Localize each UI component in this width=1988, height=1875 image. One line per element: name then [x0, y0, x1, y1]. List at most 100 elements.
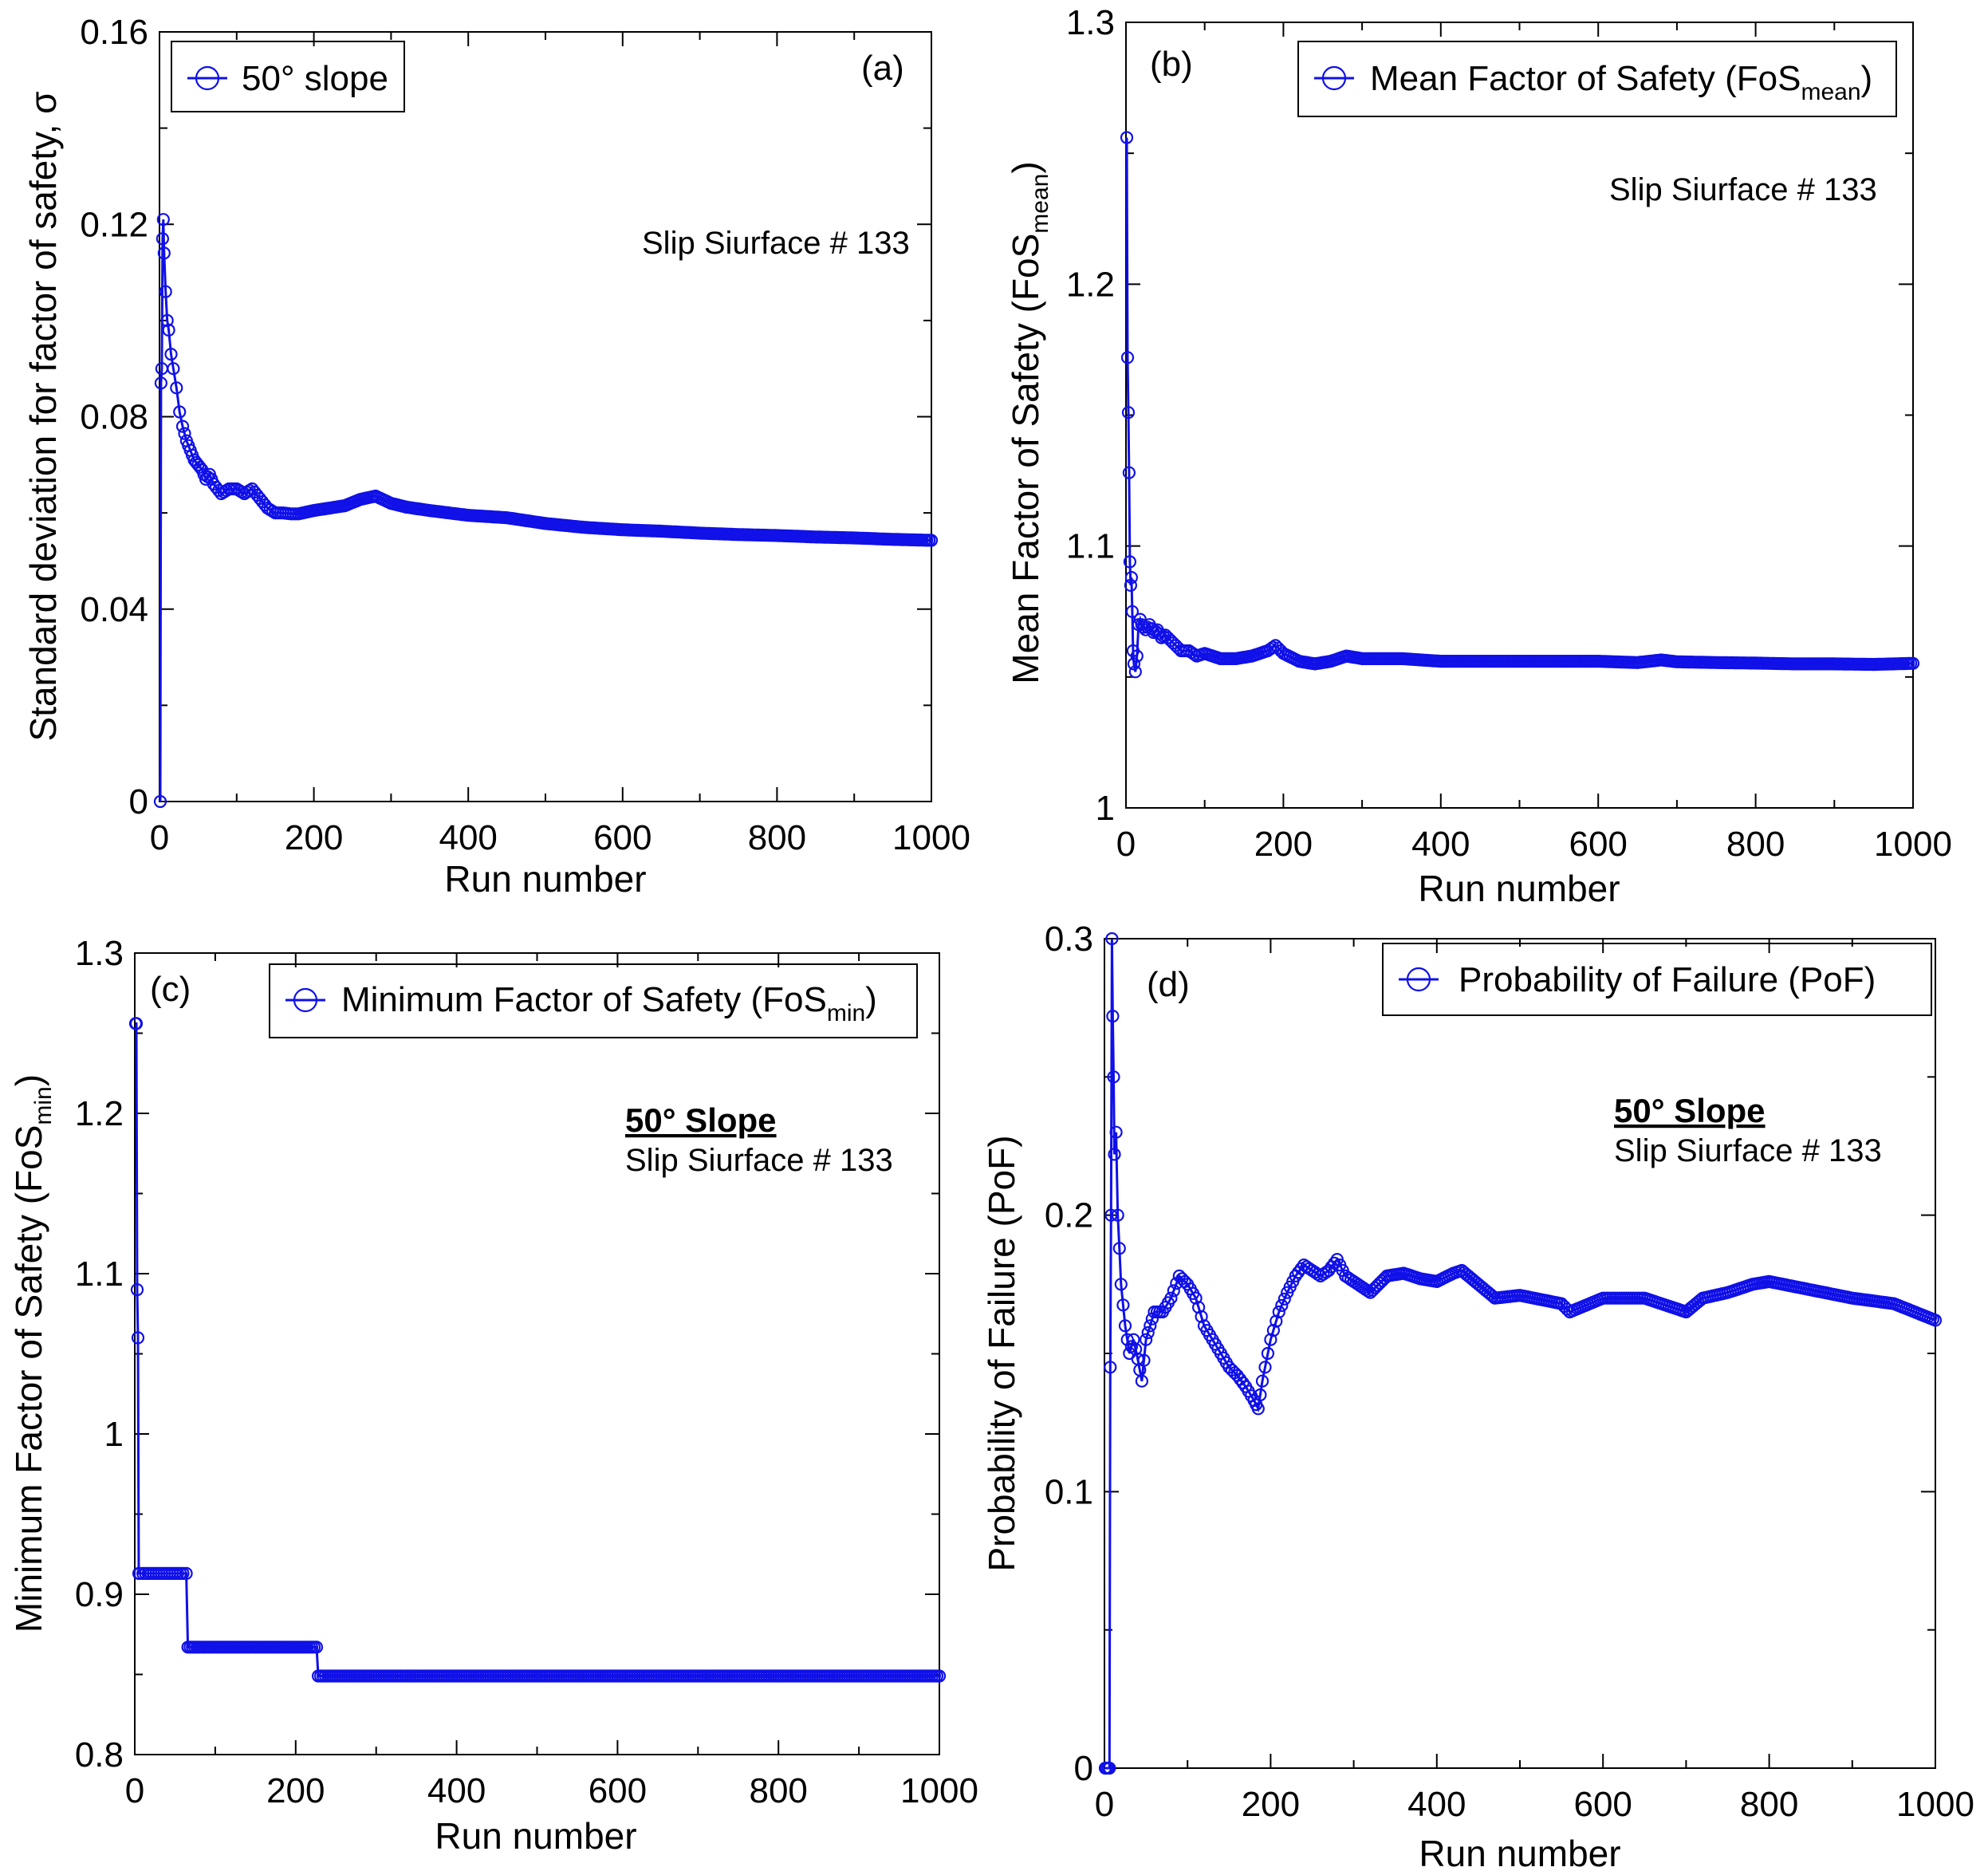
panel-b-data-point — [1121, 406, 1136, 420]
panel-b-xtick-label: 0 — [1116, 825, 1136, 864]
panel-c-xtick-label: 200 — [266, 1771, 325, 1810]
panel-b-xtick-label: 200 — [1254, 825, 1313, 864]
panel-c-ylabel: Minimum Factor of Safety (FoSmin) — [8, 1074, 57, 1633]
panel-d-data-point — [1164, 1291, 1178, 1305]
panel-b: 0 200 400 600 800 1000 1 1.1 1.2 1.3 (b) Slip Siu… — [1005, 3, 1952, 909]
panel-c-ytick-label: 1.3 — [75, 934, 124, 973]
panel-d-xtick-label: 1000 — [1896, 1785, 1974, 1824]
panel-d-legend: Probability of Failure (PoF) — [1382, 943, 1932, 1016]
panel-a-ytick-label: 0 — [129, 782, 148, 821]
panel-d-data-point — [1108, 1148, 1121, 1161]
panel-c-legend-marker-icon — [293, 987, 318, 1013]
panel-d-xtick-label: 400 — [1407, 1785, 1466, 1824]
panel-d-xtick-label: 200 — [1242, 1785, 1300, 1824]
panel-c-xtick-label: 400 — [427, 1771, 486, 1810]
panel-d-data-point — [1167, 1284, 1180, 1298]
panel-d-data-point — [1106, 1009, 1120, 1023]
panel-b-frame — [1125, 22, 1914, 809]
panel-d-data-point — [1191, 1301, 1206, 1314]
panel-c-data-point — [309, 1641, 324, 1654]
panel-c-frame — [134, 952, 940, 1755]
panel-a-series — [153, 213, 939, 809]
panel-d-data-point — [1111, 1208, 1124, 1222]
panel-c-ytick-label: 0.9 — [75, 1575, 124, 1614]
panel-a-data-point — [157, 246, 171, 260]
panel-d-data-point — [1261, 1346, 1275, 1361]
panel-c-xtick-label: 0 — [125, 1771, 144, 1810]
panel-a-data-point — [155, 232, 169, 246]
panel-b-data-point — [1133, 613, 1147, 626]
panel-a-data-point — [156, 213, 170, 226]
panel-d-ticks: 0 200 400 600 800 1000 0 0.1 0.2 0.3 — [1045, 920, 1974, 1824]
panel-a-ytick-label: 0.16 — [80, 13, 148, 52]
panel-a-xtick-label: 0 — [150, 818, 169, 857]
panel-a-legend-marker-icon — [195, 65, 220, 91]
panel-c-xtick-label: 600 — [589, 1771, 647, 1810]
panel-b-data-point — [1120, 351, 1135, 364]
panel-b-legend-marker-icon — [1321, 65, 1347, 91]
panel-b-data-point — [1124, 570, 1139, 585]
panel-a-xlabel: Run number — [444, 858, 646, 900]
panel-a-data-point — [167, 362, 180, 376]
panel-d-data-point — [1112, 1242, 1126, 1255]
panel-c-data-point — [131, 1331, 145, 1345]
panel-b-data-point — [1123, 555, 1137, 569]
panel-d-data-point — [1103, 1761, 1116, 1775]
panel-a-ylabel: Standard deviation for factor of safety,… — [22, 91, 64, 741]
panel-d-data-point — [1105, 932, 1119, 946]
panel-a-data-point — [153, 794, 167, 809]
panel-a-frame — [159, 31, 932, 802]
panel-d-data-point — [1104, 1361, 1117, 1374]
panel-c-xlabel: Run number — [435, 1815, 636, 1857]
panel-a-xtick-label: 200 — [285, 818, 343, 857]
panel-b-data-point — [1130, 649, 1144, 663]
panel-a: 0 200 400 600 800 1000 0 0.04 0.08 0.12 0.16 (a) S… — [22, 13, 970, 900]
panel-a-data-point — [160, 313, 174, 327]
panel-b-xtick-label: 1000 — [1874, 825, 1952, 864]
panel-d-data-point — [1107, 1070, 1120, 1084]
panel-d-data-point — [1258, 1361, 1272, 1374]
panel-a-legend: 50° slope — [171, 41, 405, 112]
panel-c-ytick-label: 0.8 — [75, 1735, 124, 1775]
panel-d-tag: (d) — [1147, 965, 1190, 1004]
panel-d-data-point — [1266, 1323, 1281, 1337]
panel-c-ticks: 0 200 400 600 800 1000 0.8 0.9 1 1.1 1.2 1.3 — [75, 934, 978, 1810]
panel-b-series — [1120, 131, 1920, 679]
panel-d-data-point — [1137, 1353, 1151, 1367]
panel-b-xtick-label: 600 — [1569, 825, 1627, 864]
panel-c: 0 200 400 600 800 1000 0.8 0.9 1 1.1 1.2 1.3 (c) 50… — [8, 934, 978, 1857]
panel-c-annotation-bold: 50° Slope — [625, 1101, 777, 1139]
panel-c-annotation: Slip Siurface # 133 — [625, 1143, 893, 1178]
panel-a-xtick-label: 600 — [593, 818, 652, 857]
panel-b-data-point — [1125, 605, 1140, 618]
panel-c-legend-box — [269, 963, 918, 1038]
panel-d-data-point — [1135, 1374, 1149, 1388]
panel-d-data-point — [1128, 1342, 1143, 1356]
panel-c-data-point — [129, 1017, 144, 1030]
panel-d-annotation-bold: 50° Slope — [1614, 1092, 1766, 1129]
panel-a-data-point — [164, 348, 178, 361]
panel-b-data-point — [1266, 640, 1280, 654]
panel-a-tag: (a) — [861, 49, 904, 88]
panel-d-data-point — [1127, 1333, 1140, 1346]
panel-a-xtick-label: 800 — [748, 818, 806, 857]
panel-d-data-point — [1264, 1333, 1277, 1346]
panel-b-ytick-label: 1.3 — [1066, 3, 1115, 42]
panel-b-legend-label: Mean Factor of Safety (FoSmean) — [1370, 59, 1872, 105]
panel-c-data-point — [176, 1566, 190, 1581]
panel-d-xtick-label: 600 — [1573, 1785, 1632, 1824]
panel-b-ytick-label: 1.2 — [1066, 265, 1115, 304]
panel-d-xtick-label: 800 — [1740, 1785, 1798, 1824]
panel-b-data-point — [1137, 620, 1151, 634]
panel-a-data-point — [175, 420, 190, 433]
panel-d-data-point — [1144, 1319, 1157, 1333]
panel-d-ylabel: Probability of Failure (PoF) — [981, 1135, 1022, 1571]
panel-b-legend-box — [1297, 41, 1897, 117]
panel-b-legend: Mean Factor of Safety (FoSmean) — [1297, 41, 1897, 117]
panel-d-data-point — [1139, 1333, 1153, 1346]
panel-d-data-point — [1328, 1256, 1341, 1270]
panel-c-series-line — [135, 1022, 939, 1677]
panel-d-data-point — [1361, 1284, 1375, 1298]
panel-d-ytick-label: 0.2 — [1045, 1196, 1093, 1235]
panel-d-data-point — [1311, 1267, 1325, 1281]
